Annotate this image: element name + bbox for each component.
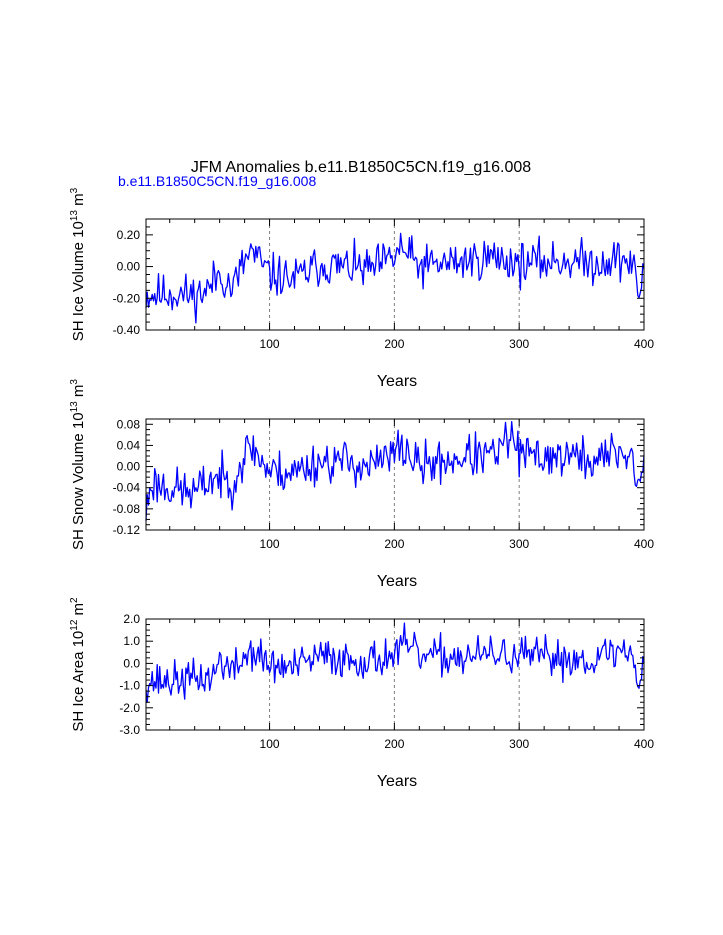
x-tick-label: 100 [260, 337, 280, 351]
x-tick-label: 100 [260, 737, 280, 751]
y-tick-label: 1.0 [123, 634, 140, 648]
x-tick-label: 200 [384, 537, 404, 551]
series-line-snow-volume [145, 421, 645, 522]
x-tick-label: 300 [509, 737, 529, 751]
y-tick-label: 2.0 [123, 612, 140, 626]
x-axis-label: Years [377, 373, 417, 390]
x-axis-label: Years [377, 773, 417, 790]
y-tick-label: 0.00 [117, 260, 141, 274]
y-tick-label: -0.08 [113, 502, 141, 516]
y-tick-label: 0.08 [117, 417, 141, 431]
y-axis-label: SH Snow Volume 1013 m3 [69, 379, 87, 550]
y-axis-label: SH Ice Volume 1013 m3 [69, 187, 87, 341]
y-tick-label: -2.0 [119, 701, 140, 715]
y-tick-label: -0.20 [113, 291, 141, 305]
plot-frame [145, 618, 645, 731]
panel-ice-area: 100 200 300 400 2.0 1.0 0.0 -1.0 -2.0 -3.0 Years SH… [69, 597, 654, 790]
y-tick-label: -0.04 [113, 481, 141, 495]
y-tick-label: -0.40 [113, 323, 141, 337]
panel-ice-volume: 100 200 300 400 0.20 0.00 -0.20 -0.40 Years SH Ic… [69, 187, 654, 390]
series-line-ice-area [145, 622, 645, 703]
x-tick-label: 100 [260, 537, 280, 551]
plot-frame [145, 418, 645, 531]
x-tick-label: 400 [634, 337, 654, 351]
y-tick-label: 0.00 [117, 460, 141, 474]
x-axis-label: Years [377, 573, 417, 590]
y-tick-label: -0.12 [113, 523, 141, 537]
y-tick-label: 0.0 [123, 656, 140, 670]
series-line-ice-volume [145, 232, 645, 324]
y-tick-label: -1.0 [119, 679, 140, 693]
x-tick-label: 300 [509, 337, 529, 351]
x-tick-label: 300 [509, 537, 529, 551]
x-tick-label: 400 [634, 537, 654, 551]
y-tick-label: -3.0 [119, 723, 140, 737]
panel-snow-volume: 100 200 300 400 0.08 0.04 0.00 -0.04 -0.08 -0.12 Y… [69, 379, 654, 590]
chart-subtitle: b.e11.B1850C5CN.f19_g16.008 [118, 173, 316, 189]
plot-frame [145, 218, 645, 331]
x-tick-label: 200 [384, 737, 404, 751]
x-tick-label: 200 [384, 337, 404, 351]
chart-title: JFM Anomalies b.e11.B1850C5CN.f19_g16.00… [191, 159, 531, 176]
y-tick-label: 0.20 [117, 228, 141, 242]
x-tick-label: 400 [634, 737, 654, 751]
y-tick-label: 0.04 [117, 438, 141, 452]
y-axis-label: SH Ice Area 1012 m2 [69, 597, 87, 732]
